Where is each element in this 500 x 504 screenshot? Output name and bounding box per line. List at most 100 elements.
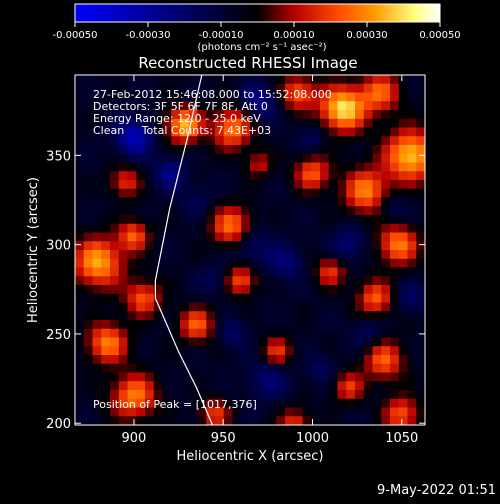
heatmap-cell <box>171 206 181 216</box>
heatmap-cell <box>171 337 181 347</box>
heatmap-cell <box>390 381 400 391</box>
heatmap-cell <box>355 311 365 321</box>
heatmap-cell <box>171 188 181 199</box>
heatmap-cell <box>110 320 120 330</box>
heatmap-cell <box>171 390 181 400</box>
heatmap-cell <box>407 197 417 207</box>
heatmap-cell <box>407 363 417 374</box>
heatmap-cell <box>153 118 164 129</box>
heatmap-cell <box>346 407 356 417</box>
heatmap-cell <box>171 223 181 234</box>
heatmap-cell <box>188 241 199 251</box>
heatmap-cell <box>92 328 102 339</box>
x-tick-label: 950 <box>211 431 236 446</box>
heatmap-cell <box>311 118 321 129</box>
heatmap-cell <box>416 346 425 356</box>
heatmap-cell <box>127 285 137 295</box>
heatmap-cell <box>241 83 251 94</box>
heatmap-cell <box>127 171 137 181</box>
heatmap-cell <box>416 285 425 295</box>
heatmap-cell <box>127 136 137 146</box>
heatmap-cell <box>267 75 277 85</box>
heatmap-cell <box>110 302 120 312</box>
heatmap-cell <box>390 328 400 339</box>
heatmap-cell <box>346 197 356 207</box>
heatmap-cell <box>110 267 120 277</box>
heatmap-cell <box>407 293 417 304</box>
heatmap-cell <box>293 241 304 251</box>
heatmap-cell <box>416 110 425 120</box>
heatmap-cell <box>206 390 216 400</box>
colorbar-tick-label: 0.00010 <box>273 30 314 41</box>
heatmap-cell <box>372 398 382 409</box>
heatmap-cell <box>83 416 94 425</box>
heatmap-cell <box>311 232 321 242</box>
heatmap-cell <box>136 267 146 277</box>
heatmap-cell <box>311 416 321 425</box>
heatmap-cell <box>83 180 94 190</box>
heatmap-cell <box>101 250 111 260</box>
heatmap-cell <box>346 180 356 190</box>
heatmap-cell <box>267 153 277 164</box>
heatmap-cell <box>136 232 146 242</box>
heatmap-cell <box>232 83 242 94</box>
heatmap-cell <box>162 241 172 251</box>
heatmap-cell <box>223 188 234 199</box>
heatmap-cell <box>285 381 295 391</box>
heatmap-cell <box>75 337 85 347</box>
heatmap-cell <box>355 337 365 347</box>
heatmap-cell <box>293 145 304 155</box>
heatmap-cell <box>83 232 94 242</box>
heatmap-cell <box>145 110 155 120</box>
heatmap-cell <box>118 75 129 85</box>
heatmap-cell <box>363 267 374 277</box>
heatmap-cell <box>127 197 137 207</box>
heatmap-cell <box>118 92 129 102</box>
heatmap-cell <box>337 267 347 277</box>
heatmap-cell <box>293 136 304 146</box>
heatmap-cell <box>145 162 155 172</box>
heatmap-cell <box>355 346 365 356</box>
heatmap-cell <box>162 188 172 199</box>
heatmap-cell <box>232 381 242 391</box>
heatmap-cell <box>363 250 374 260</box>
heatmap-cell <box>302 372 312 382</box>
heatmap-cell <box>241 127 251 137</box>
heatmap-cell <box>153 232 164 242</box>
heatmap-cell <box>398 407 409 417</box>
heatmap-cell <box>145 145 155 155</box>
heatmap-cell <box>416 197 425 207</box>
heatmap-cell <box>232 416 242 425</box>
heatmap-cell <box>75 145 85 155</box>
heatmap-cell <box>293 302 304 312</box>
heatmap-cell <box>302 416 312 425</box>
heatmap-cell <box>258 302 269 312</box>
heatmap-cell <box>136 197 146 207</box>
heatmap-cell <box>355 232 365 242</box>
heatmap-cell <box>92 416 102 425</box>
heatmap-cell <box>267 267 277 277</box>
heatmap-cell <box>407 250 417 260</box>
heatmap-cell <box>162 302 172 312</box>
heatmap-cell <box>188 75 199 85</box>
heatmap-cell <box>407 171 417 181</box>
heatmap-cell <box>127 188 137 199</box>
heatmap-cell <box>223 390 234 400</box>
heatmap-cell <box>180 223 190 234</box>
heatmap-cell <box>92 92 102 102</box>
heatmap-cell <box>223 258 234 269</box>
heatmap-cell <box>363 355 374 365</box>
heatmap-cell <box>92 363 102 374</box>
heatmap-cell <box>381 83 391 94</box>
heatmap-cell <box>293 215 304 225</box>
heatmap-cell <box>101 302 111 312</box>
heatmap-cell <box>258 311 269 321</box>
heatmap-cell <box>197 110 207 120</box>
heatmap-cell <box>241 110 251 120</box>
heatmap-cell <box>276 83 286 94</box>
heatmap-cell <box>197 363 207 374</box>
heatmap-cell <box>101 171 111 181</box>
heatmap-cell <box>381 136 391 146</box>
heatmap-cell <box>407 276 417 286</box>
